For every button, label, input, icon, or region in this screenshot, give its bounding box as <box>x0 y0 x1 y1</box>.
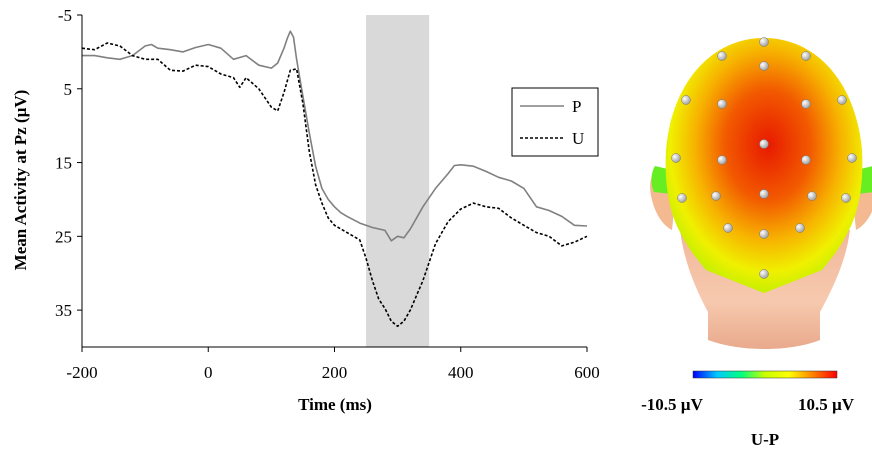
electrode-marker <box>759 139 769 149</box>
analysis-window-shade <box>366 15 430 347</box>
electrode-marker <box>801 51 811 61</box>
series-line-u <box>81 42 588 328</box>
electrode-marker <box>841 193 851 203</box>
electrode-marker <box>717 155 727 165</box>
series-line-p <box>82 30 588 242</box>
x-tick-label: 600 <box>574 363 600 382</box>
electrode-marker <box>671 153 681 163</box>
y-tick-label: 15 <box>55 154 72 173</box>
colorbar-min-label: -10.5 µV <box>641 395 703 414</box>
scalp-topography-map <box>650 37 872 349</box>
y-axis-title: Mean Activity at Pz (µV) <box>11 90 30 271</box>
electrode-marker <box>801 155 811 165</box>
electrode-marker <box>759 61 769 71</box>
legend-label-u: U <box>572 129 584 148</box>
scalp-potential-region <box>665 38 863 293</box>
electrode-marker <box>795 223 805 233</box>
electrode-group <box>671 37 857 279</box>
electrode-marker <box>711 191 721 201</box>
electrode-marker <box>847 153 857 163</box>
electrode-marker <box>759 229 769 239</box>
legend-box <box>511 87 599 157</box>
electrode-marker <box>759 37 769 47</box>
erp-line-chart: -5 5 15 25 35 -200 0 200 400 600 Time (ms) Mean … <box>11 6 600 414</box>
x-tick-label: -200 <box>66 363 97 382</box>
electrode-marker <box>759 269 769 279</box>
electrode-marker <box>837 95 847 105</box>
x-tick-label: 400 <box>448 363 474 382</box>
colorbar-gradient <box>692 370 838 379</box>
electrode-marker <box>807 191 817 201</box>
x-tick-label: 200 <box>322 363 348 382</box>
y-tick-label: 35 <box>55 301 72 320</box>
legend-label-p: P <box>572 97 581 116</box>
electrode-marker <box>759 189 769 199</box>
electrode-marker <box>717 51 727 61</box>
y-tick-label: 5 <box>64 80 73 99</box>
electrode-marker <box>723 223 733 233</box>
legend: P U <box>511 87 599 157</box>
topomap-title: U-P <box>751 430 779 449</box>
electrode-marker <box>801 99 811 109</box>
y-tick-label: -5 <box>58 6 72 25</box>
electrode-marker <box>681 95 691 105</box>
x-axis-title: Time (ms) <box>298 395 372 414</box>
colorbar: -10.5 µV 10.5 µV U-P <box>641 370 855 449</box>
electrode-marker <box>677 193 687 203</box>
x-tick-label: 0 <box>204 363 213 382</box>
electrode-marker <box>717 99 727 109</box>
colorbar-max-label: 10.5 µV <box>798 395 855 414</box>
y-tick-label: 25 <box>55 227 72 246</box>
